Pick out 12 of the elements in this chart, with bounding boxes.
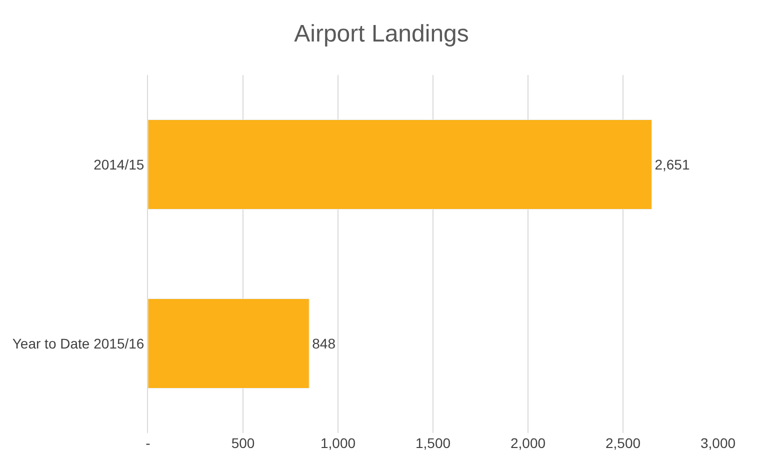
x-tick-label: 1,000	[320, 435, 356, 451]
x-tick-label: 3,000	[700, 435, 736, 451]
x-tick-label: -	[146, 435, 151, 451]
chart-title: Airport Landings	[294, 20, 469, 48]
x-tick-label: 2,500	[605, 435, 641, 451]
x-tick-label: 2,000	[510, 435, 546, 451]
data-label: 848	[312, 336, 336, 352]
x-tick-label: 1,500	[415, 435, 451, 451]
y-tick-label: Year to Date 2015/16	[12, 335, 144, 352]
data-label: 2,651	[654, 156, 690, 172]
y-tick-label: 2014/15	[94, 156, 144, 172]
x-tick-label: 500	[231, 435, 255, 451]
